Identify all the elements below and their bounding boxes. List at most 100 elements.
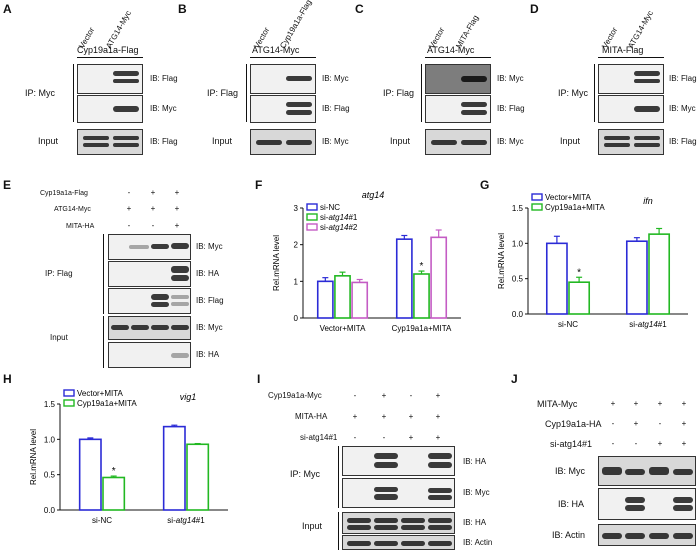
panel-letter: C xyxy=(355,2,364,16)
panel-letter: H xyxy=(3,372,12,386)
x-tick-label: si-NC xyxy=(92,516,112,525)
panel-letter: J xyxy=(511,372,518,386)
ip-label: IP: Flag xyxy=(383,88,415,98)
x-tick-label: Vector+MITA xyxy=(320,324,367,333)
y-tick-label: 2 xyxy=(294,241,299,250)
ip-label: IP: Myc xyxy=(25,88,56,98)
sign: + xyxy=(150,204,156,213)
sign: + xyxy=(174,188,180,197)
panel-letter: E xyxy=(3,178,12,192)
blot-ip-myc xyxy=(77,95,143,123)
bait-label: MITA-Flag xyxy=(602,45,644,55)
sign: + xyxy=(352,412,358,421)
chart-title: vig1 xyxy=(180,392,197,402)
ib-label: IB: HA xyxy=(196,269,220,278)
sign: + xyxy=(633,419,639,428)
sign: + xyxy=(174,221,180,230)
cond-label: MITA-Myc xyxy=(537,399,578,409)
blot-ip-myc xyxy=(342,478,455,508)
x-tick-label: si-atg14#1 xyxy=(167,516,205,525)
legend-swatch xyxy=(531,193,543,201)
ib-label: IB: HA xyxy=(558,499,585,509)
ib-label: IB: Myc xyxy=(497,137,524,146)
y-tick-label: 0.0 xyxy=(512,310,524,319)
input-label: Input xyxy=(390,136,411,146)
bar xyxy=(545,242,568,315)
ip-label: IP: Myc xyxy=(290,469,321,479)
panel-letter: G xyxy=(480,178,490,192)
sign: + xyxy=(150,188,156,197)
input-label: Input xyxy=(50,333,68,342)
sign: - xyxy=(658,419,662,428)
sign: + xyxy=(657,399,663,408)
significance-star: * xyxy=(577,267,581,278)
chart-h: 0.0 0.5 1.0 1.5 Rel.mRNA level vig1 si-NC si-at… xyxy=(29,389,228,525)
ib-label: IB: Flag xyxy=(669,74,697,83)
ib-label: IB: Flag xyxy=(669,137,697,146)
blot-ip-ha xyxy=(108,261,191,287)
legend-label: Vector+MITA xyxy=(77,389,124,398)
y-axis-label: Rel.mRNA level xyxy=(29,429,38,485)
sign: - xyxy=(382,433,386,442)
input-label: Input xyxy=(38,136,59,146)
ib-label: IB: Myc xyxy=(196,242,223,251)
blot-ip-myc xyxy=(425,64,491,94)
blot-input-ha xyxy=(108,342,191,368)
sign: - xyxy=(127,188,131,197)
sign: + xyxy=(657,439,663,448)
chart-title: atg14 xyxy=(362,190,385,200)
ib-label: IB: Myc xyxy=(196,323,223,332)
bar xyxy=(186,443,210,511)
panel-letter: B xyxy=(178,2,187,16)
x-tick-label: si-NC xyxy=(558,320,578,329)
y-tick-label: 1.5 xyxy=(512,204,524,213)
legend-swatch xyxy=(63,389,75,397)
blot-input-actin xyxy=(342,535,455,550)
bait-label: Cyp19a1a-Flag xyxy=(77,45,139,55)
y-axis-label: Rel.mRNA level xyxy=(497,233,506,289)
ib-label: IB: Myc xyxy=(322,74,349,83)
ip-label: IP: Flag xyxy=(207,88,239,98)
blot-ip-flag xyxy=(598,64,664,94)
sign: - xyxy=(611,419,615,428)
input-label: Input xyxy=(560,136,581,146)
sign: - xyxy=(611,439,615,448)
sign: + xyxy=(681,419,687,428)
blot-ip-flag xyxy=(250,95,316,123)
bar xyxy=(625,240,648,315)
significance-star: * xyxy=(112,466,116,477)
legend-label: si-atg14#2 xyxy=(320,223,358,232)
legend-label: Cyp19a1a+MITA xyxy=(77,399,137,408)
legend-swatch xyxy=(306,213,318,221)
ib-label: IB: Flag xyxy=(322,104,350,113)
sign: - xyxy=(127,221,131,230)
bar xyxy=(316,280,334,319)
significance-star: * xyxy=(420,261,424,272)
bar xyxy=(351,281,369,319)
ib-label: IB: Flag xyxy=(150,137,178,146)
bar xyxy=(78,438,102,511)
ib-label: IB: Flag xyxy=(150,74,178,83)
ib-label: IB: Flag xyxy=(497,104,525,113)
ip-label: IP: Myc xyxy=(558,88,589,98)
ib-label: IB: Myc xyxy=(150,104,177,113)
y-tick-label: 0.5 xyxy=(44,471,56,480)
sign: - xyxy=(353,433,357,442)
blot-ip-myc xyxy=(250,64,316,94)
y-axis-label: Rel.mRNA level xyxy=(272,235,281,291)
sign: + xyxy=(681,399,687,408)
blot-input-flag xyxy=(77,129,143,155)
bar xyxy=(430,236,448,319)
blot-input-myc xyxy=(108,316,191,340)
sign: + xyxy=(126,204,132,213)
blot-ip-flag xyxy=(425,95,491,123)
sign: - xyxy=(353,391,357,400)
blot-ip-myc xyxy=(108,234,191,260)
bar xyxy=(102,476,126,511)
sign: + xyxy=(633,399,639,408)
y-tick-label: 1.0 xyxy=(512,239,524,248)
blot-ip-ha xyxy=(342,446,455,476)
ib-label: IB: Myc xyxy=(497,74,524,83)
ib-label: IB: Myc xyxy=(322,137,349,146)
cond-label: MITA-HA xyxy=(295,412,328,421)
